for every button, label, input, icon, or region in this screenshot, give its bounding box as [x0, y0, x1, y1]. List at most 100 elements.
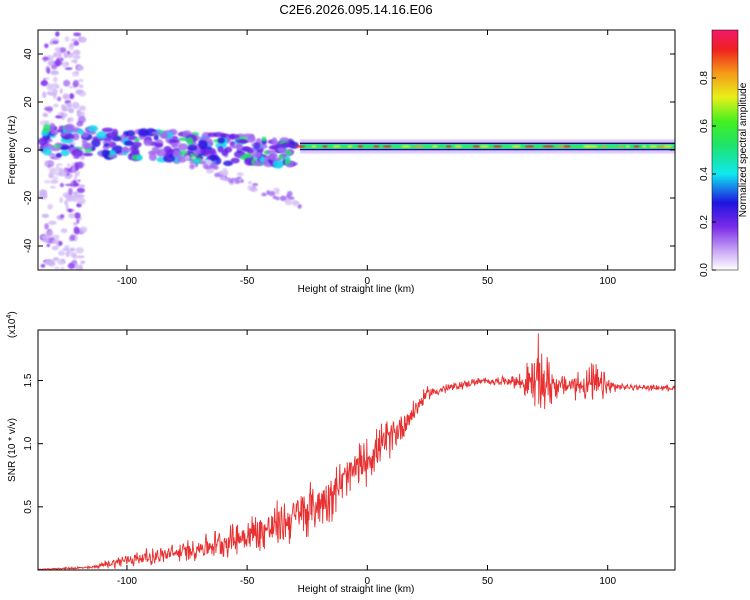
line-hotspot [445, 145, 452, 148]
scatter-blob [217, 146, 224, 153]
scatter-blob [138, 128, 150, 137]
snr-exponent-label: (x104) [6, 311, 18, 338]
noise-speck [73, 227, 80, 235]
noise-speck [57, 259, 66, 265]
scatter-blob [281, 142, 294, 148]
line-hotspot [472, 145, 481, 148]
scatter-blob [209, 154, 220, 161]
spectrogram-x-axis-label: Height of straight line (km) [298, 284, 415, 295]
scatter-blob [272, 159, 284, 168]
noise-speck [50, 179, 59, 184]
scatter-blob [143, 139, 153, 146]
scatter-blob [65, 123, 75, 133]
line-hotspot [511, 145, 522, 148]
tail-blob [236, 172, 244, 177]
spectrogram-y-ticks: -40 -20 0 20 40 [23, 48, 675, 253]
tail-blob [274, 188, 280, 195]
noise-speck [44, 43, 49, 49]
noise-speck [78, 84, 84, 89]
scatter-blob [65, 138, 74, 143]
noise-speck [41, 234, 51, 240]
noise-speck [47, 203, 54, 210]
line-hotspot [563, 145, 571, 148]
scatter-blob [121, 147, 128, 153]
tail-blob [189, 160, 195, 164]
scatter-blob [253, 160, 263, 167]
noise-speck [78, 90, 87, 97]
noise-speck [41, 213, 50, 218]
noise-speck [55, 164, 60, 172]
noise-speck [76, 255, 85, 259]
noise-speck [77, 116, 86, 124]
scatter-blob [50, 147, 61, 152]
noise-speck [72, 79, 80, 88]
x-tick-label: -50 [240, 276, 255, 287]
noise-speck [52, 176, 59, 180]
snr-series-line [38, 333, 675, 570]
noise-speck [58, 241, 63, 246]
noise-speck [76, 218, 80, 224]
scatter-blob [165, 131, 173, 139]
scatter-blob [55, 152, 62, 158]
scatter-blob [151, 131, 161, 135]
scatter-blob [41, 131, 49, 137]
scatter-blob [251, 151, 262, 158]
noise-speck [73, 32, 82, 37]
scatter-blob [87, 125, 99, 133]
scatter-blob [106, 131, 118, 139]
noise-speck [77, 179, 81, 183]
noise-speck [45, 66, 50, 74]
scatter-blob [177, 143, 189, 151]
scatter-blob [154, 142, 163, 148]
scatter-blob [284, 150, 293, 156]
scatter-blob [42, 147, 52, 156]
noise-speck [51, 87, 58, 95]
noise-speck [81, 111, 85, 118]
scatter-blob [171, 143, 178, 149]
noise-speck [66, 102, 73, 109]
noise-speck [67, 262, 75, 270]
scatter-blob [64, 133, 75, 140]
noise-speck [60, 214, 65, 219]
tail-blob [229, 179, 234, 184]
scatter-blob [50, 130, 59, 135]
snr-x-axis-label: Height of straight line (km) [298, 584, 415, 595]
y-tick-label: 1.5 [23, 373, 34, 387]
scatter-blob [43, 123, 51, 131]
x-tick-label: 0 [365, 276, 371, 287]
scatter-blob [187, 144, 198, 151]
noise-speck [54, 47, 62, 53]
scatter-blob [178, 137, 189, 142]
scatter-blob [200, 148, 211, 156]
noise-speck [54, 51, 63, 58]
y-tick-label: 0.5 [23, 499, 34, 513]
scatter-blob [109, 153, 118, 159]
scatter-blob [38, 137, 48, 146]
snr-panel: -100 -50 0 50 100 0.5 1.0 1.5 Height of straig… [6, 311, 676, 595]
tail-blob [291, 200, 300, 207]
noise-speck [61, 248, 70, 251]
tail-blob [214, 172, 220, 178]
scatter-blob [101, 149, 110, 158]
line-hotspot [649, 145, 658, 148]
noise-speck [80, 226, 88, 234]
scatter-blob [101, 127, 114, 133]
noise-speck [74, 212, 81, 219]
noise-speck [65, 198, 75, 202]
scatter-blob [229, 144, 241, 149]
spectrogram-x-ticks: -100 -50 0 50 100 [117, 30, 616, 287]
line-hotspot [663, 145, 673, 148]
line-hotspot [542, 145, 555, 148]
scatter-blob [109, 149, 116, 156]
x-tick-label: 100 [599, 576, 616, 587]
line-hotspot [311, 145, 317, 148]
tail-blob [219, 176, 227, 181]
line-hotspot [493, 145, 502, 148]
noise-speck [69, 86, 73, 89]
line-hotspot [618, 145, 624, 148]
snr-x-ticks: -100 -50 0 50 100 [117, 330, 616, 587]
scatter-blob [246, 136, 256, 143]
line-hotspot [431, 145, 438, 148]
spectrogram-marks [38, 31, 675, 270]
scatter-blob [134, 137, 140, 143]
